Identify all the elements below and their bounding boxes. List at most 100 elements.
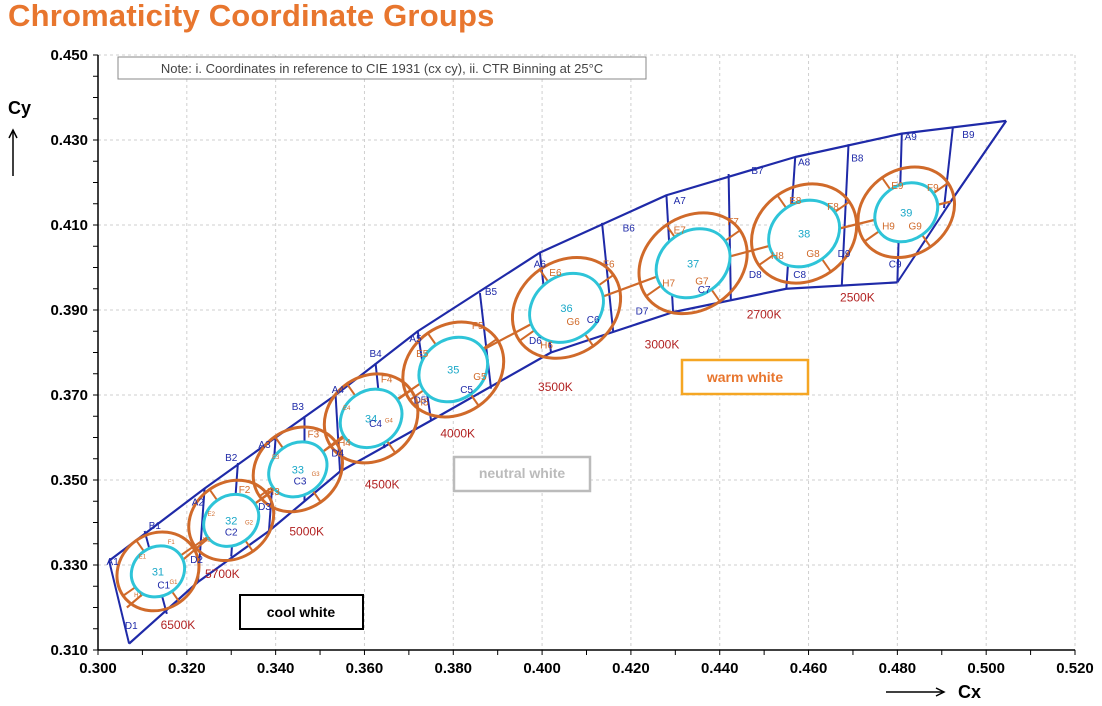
cct-label-4000K: 4000K (440, 427, 475, 441)
inner-ellipse-36 (528, 271, 605, 344)
bin-label-A5: A5 (409, 334, 422, 345)
y-tick-label: 0.450 (50, 47, 88, 64)
group-label-38: 38 (798, 229, 810, 241)
bin-label-A2: A2 (192, 498, 205, 509)
bin-label-D9: D9 (838, 249, 851, 260)
y-tick-label: 0.430 (50, 132, 88, 149)
neutral-white-label: neutral white (479, 465, 566, 481)
cool-white-box: cool white (239, 594, 364, 630)
x-tick-label: 0.380 (434, 660, 472, 677)
ellipse-label-F5: F5 (472, 321, 484, 332)
bin-label-B3: B3 (292, 402, 305, 413)
cct-label-3000K: 3000K (645, 337, 680, 351)
bin-label-C6: C6 (587, 315, 600, 326)
y-axis-title: Cy (8, 98, 31, 176)
ellipse-label-F3: F3 (308, 430, 320, 441)
tick-labels: 0.300 0.320 0.340 0.360 0.380 0.400 0.420 0.440… (50, 47, 1093, 677)
cct-label-5000K: 5000K (289, 524, 324, 538)
y-tick-label: 0.310 (50, 642, 88, 659)
inner-ellipse-33 (267, 440, 329, 499)
warm-white-box: warm white (680, 358, 810, 396)
bin-label-D1: D1 (125, 621, 138, 632)
x-tick-label: 0.500 (967, 660, 1005, 677)
x-tick-label: 0.420 (612, 660, 650, 677)
ellipse-label-H9: H9 (882, 221, 895, 232)
y-tick-label: 0.370 (50, 387, 88, 404)
bin-label-D3: D3 (258, 502, 271, 513)
ellipse-label-E1: E1 (139, 555, 147, 561)
ellipse-label-H7: H7 (662, 279, 675, 290)
y-axis-label: Cy (8, 98, 31, 118)
bin-label-B2: B2 (225, 453, 238, 464)
x-tick-label: 0.460 (790, 660, 828, 677)
note-text: Note: i. Coordinates in reference to CIE… (161, 61, 603, 76)
ellipse-label-E5: E5 (416, 349, 429, 360)
ellipse-label-G1: G1 (169, 580, 178, 586)
bin-divider (840, 144, 850, 285)
bin-label-A6: A6 (534, 260, 547, 271)
bin-label-B7: B7 (751, 166, 764, 177)
group-label-31: 31 (152, 566, 164, 578)
bin-divider (334, 394, 342, 472)
cct-label-5700K: 5700K (205, 567, 240, 581)
y-tick-label: 0.330 (50, 557, 88, 574)
bin-divider (108, 560, 131, 644)
bin-label-C2: C2 (225, 527, 238, 538)
ellipse-label-H3: H3 (267, 487, 280, 498)
x-axis-title: Cx (886, 682, 981, 702)
chart-title: Chromaticity Coordinate Groups (8, 0, 495, 33)
group-label-32: 32 (225, 515, 237, 527)
ellipse-label-F2: F2 (239, 485, 251, 496)
x-tick-label: 0.520 (1056, 660, 1094, 677)
ellipse-label-E8: E8 (789, 196, 802, 207)
ellipse-label-G4: G4 (385, 419, 394, 425)
bin-label-B5: B5 (485, 287, 498, 298)
ellipse-label-F9: F9 (927, 183, 939, 194)
ellipse-label-F8: F8 (827, 202, 839, 213)
bin-label-A3: A3 (258, 440, 271, 451)
cool-white-label: cool white (267, 604, 336, 620)
ellipse-label-G9: G9 (908, 221, 922, 232)
y-tick-label: 0.390 (50, 302, 88, 319)
x-tick-label: 0.480 (879, 660, 917, 677)
inner-ellipse-31 (129, 544, 187, 599)
ellipse-label-G7: G7 (695, 277, 709, 288)
ellipse-label-E3: E3 (272, 455, 280, 461)
inner-ellipse-39 (873, 181, 940, 244)
bin-label-B4: B4 (369, 349, 382, 360)
ellipse-label-F1: F1 (168, 540, 176, 546)
inner-ellipse-34 (338, 387, 404, 450)
ellipse-label-H6: H6 (540, 340, 553, 351)
ellipse-label-G3: G3 (312, 472, 321, 478)
y-tick-label: 0.410 (50, 217, 88, 234)
x-tick-label: 0.340 (257, 660, 295, 677)
bin-divider (601, 222, 615, 332)
group-label-37: 37 (687, 258, 699, 270)
bin-label-A9: A9 (905, 132, 918, 143)
bin-label-C7: C7 (698, 285, 711, 296)
labels: 31 32 33 34 35 36 37 38 39 A1 B1 C1 D1 A2 B2 C2 D2 A3 B3 C3… (107, 130, 975, 632)
bin-label-A4: A4 (332, 385, 345, 396)
ellipse-label-F4: F4 (381, 374, 393, 385)
group-label-35: 35 (447, 365, 459, 377)
group-label-33: 33 (292, 464, 304, 476)
bin-label-B6: B6 (623, 223, 636, 234)
bin-label-D5: D5 (414, 396, 427, 407)
x-axis-label: Cx (958, 682, 981, 702)
bin-label-A7: A7 (674, 196, 687, 207)
cct-label-2500K: 2500K (840, 291, 875, 305)
ellipse-label-E9: E9 (891, 181, 904, 192)
bin-label-C4: C4 (369, 419, 382, 430)
bin-label-C1: C1 (157, 580, 170, 591)
bin-label-C8: C8 (793, 270, 806, 281)
warm-white-label: warm white (706, 369, 783, 385)
neutral-white-box: neutral white (452, 455, 592, 493)
note-box: Note: i. Coordinates in reference to CIE… (117, 56, 647, 80)
group-label-36: 36 (560, 303, 572, 315)
ellipse-label-E2: E2 (208, 512, 216, 518)
ellipse-label-H5: H5 (416, 398, 429, 409)
inner-ellipse-38 (767, 198, 842, 269)
axes (93, 54, 1076, 655)
bin-label-D2: D2 (190, 555, 203, 566)
